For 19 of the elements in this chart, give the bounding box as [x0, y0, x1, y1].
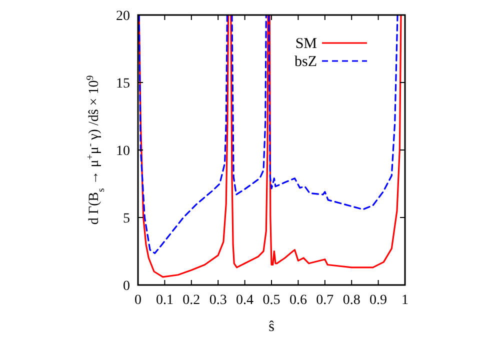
x-tick-label: 0.1	[156, 293, 174, 308]
x-tick-label: 0.8	[342, 293, 360, 308]
x-tick-label: 0.5	[262, 293, 280, 308]
y-tick-label: 0	[123, 279, 130, 294]
x-tick-label: 0.6	[289, 293, 307, 308]
x-tick-label: 0.7	[316, 293, 334, 308]
y-tick-label: 15	[116, 76, 130, 92]
x-tick-label: 0.4	[236, 293, 254, 308]
x-axis-title: ŝ	[268, 319, 275, 335]
x-tick-label: 0	[134, 293, 142, 308]
y-tick-label: 10	[116, 144, 130, 159]
x-tick-label: 0.9	[370, 293, 388, 308]
x-tick-label: 0.3	[209, 293, 227, 308]
legend-label: SM	[295, 36, 317, 52]
y-tick-label: 5	[123, 212, 130, 226]
x-tick-label: 1	[402, 293, 408, 308]
legend-label: bsZ	[294, 54, 317, 70]
x-tick-label: 0.2	[182, 293, 200, 308]
y-tick-label: 20	[116, 9, 130, 24]
